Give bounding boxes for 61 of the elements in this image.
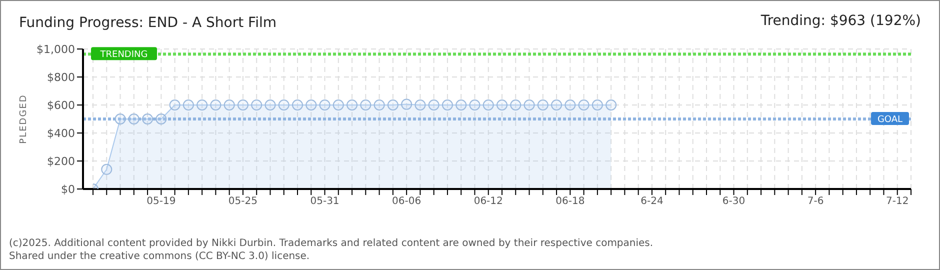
point: [224, 100, 235, 110]
point: [482, 100, 494, 110]
point: [537, 100, 548, 110]
point: [319, 100, 330, 110]
point: [264, 100, 276, 110]
point: [442, 100, 453, 110]
y-axis-title: PLEDGED: [19, 94, 30, 144]
point: [564, 100, 576, 110]
point: [156, 114, 167, 124]
x-tick-label: 05-19: [146, 196, 176, 208]
point: [306, 100, 317, 110]
x-tick-label: 6-24: [640, 196, 664, 208]
y-tick-label: $800: [47, 70, 75, 84]
x-tick-label: 7-12: [886, 196, 909, 208]
y-tick-label: $0: [61, 182, 75, 196]
point: [101, 164, 112, 175]
x-tick-label: 6-30: [722, 196, 746, 208]
ref-line-label: GOAL: [877, 115, 903, 125]
point: [592, 100, 603, 110]
x-tick-label: 7-6: [807, 196, 824, 208]
point: [578, 100, 590, 110]
point: [606, 100, 617, 110]
point: [428, 100, 440, 110]
point: [510, 100, 522, 110]
x-tick-label: 05-31: [310, 196, 340, 208]
y-tick-label: $1,000: [36, 42, 75, 56]
point: [374, 100, 385, 110]
point: [332, 100, 344, 110]
ref-line-label: TRENDING: [99, 50, 148, 60]
text: (c)2025. Additional content provided by Nikki Durbin. Trademarks and related content are owned by their respective companies.: [9, 237, 654, 250]
point: [210, 100, 222, 110]
y-tick-label: $400: [47, 126, 75, 140]
point: [251, 100, 262, 110]
x-tick-label: 06-12: [474, 196, 503, 208]
point: [496, 100, 508, 110]
point: [414, 100, 426, 110]
y-tick-label: $200: [47, 154, 75, 168]
point: [524, 100, 535, 110]
x-tick-label: 06-06: [392, 196, 422, 208]
point: [456, 100, 467, 110]
point: [182, 100, 194, 110]
point: [387, 100, 398, 110]
point: [551, 100, 562, 110]
point: [360, 100, 372, 110]
point: [278, 100, 290, 110]
point: [237, 100, 248, 110]
point: [401, 98, 412, 110]
point: [142, 114, 154, 124]
point: [346, 100, 358, 110]
text: Shared under the creative commons (CC BY-NC 3.0) license.: [9, 250, 311, 263]
chart-title: Funding Progress: END - A Short Film: [19, 15, 276, 31]
point: [169, 100, 180, 110]
point: [469, 100, 480, 110]
x-tick-label: 06-18: [556, 196, 585, 208]
x-tick-label: 05-25: [228, 196, 258, 208]
point: [196, 100, 208, 110]
chart-subtitle: Trending: $963 (192%): [760, 13, 921, 29]
y-tick-label: $600: [47, 98, 75, 112]
point: [128, 114, 140, 124]
point: [114, 114, 126, 124]
point: [292, 100, 303, 110]
